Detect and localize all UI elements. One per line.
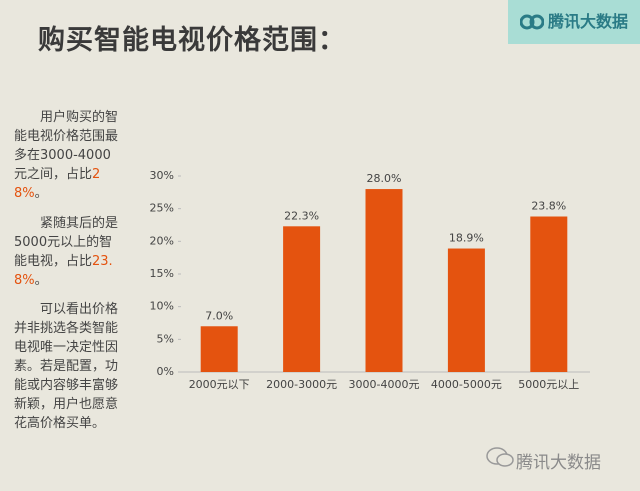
- title: 购买智能电视价格范围：: [38, 25, 346, 56]
- y-tick-label: 10%: [150, 300, 174, 313]
- value-label: 23.8%: [531, 200, 566, 213]
- note: 用户购买的智能电视价格范围最多在3000-4000元之间，占比28%。: [14, 108, 120, 203]
- value-label: 28.0%: [367, 172, 402, 185]
- y-tick-label: 5%: [157, 332, 174, 345]
- bar: [200, 326, 238, 372]
- y-tick-label: 20%: [150, 234, 174, 247]
- logo-text: 腾讯大数据: [548, 12, 629, 31]
- y-tick-label: 0%: [157, 365, 174, 378]
- value-label: 18.9%: [449, 232, 484, 245]
- x-tick-label: 2000元以下: [189, 378, 250, 391]
- bar: [530, 216, 568, 372]
- note-text: 可以看出价格并非挑选各类智能电视唯一决定性因素。若是配置，功能或内容够丰富够新颖…: [14, 302, 119, 431]
- note: 可以看出价格并非挑选各类智能电视唯一决定性因素。若是配置，功能或内容够丰富够新颖…: [14, 300, 120, 433]
- note: 紧随其后的是5000元以上的智能电视，占比23.8%。: [14, 214, 120, 290]
- note-text: 用户购买的智能电视价格范围最多在3000-4000元之间，占比: [14, 110, 119, 182]
- bar: [447, 248, 485, 372]
- logo: 腾讯大数据: [508, 0, 640, 44]
- logo-icon: [520, 14, 544, 30]
- x-tick-label: 4000-5000元: [431, 378, 502, 391]
- y-tick-label: 15%: [150, 267, 174, 280]
- wechat-icon: [486, 447, 514, 467]
- x-tick-label: 2000-3000元: [266, 378, 337, 391]
- bar: [283, 226, 321, 372]
- note-highlight: 23.8%: [14, 254, 113, 288]
- note-highlight: 28%: [14, 167, 101, 201]
- y-tick-label: 30%: [150, 169, 174, 182]
- bar: [365, 189, 403, 372]
- x-tick-label: 5000元以上: [518, 378, 579, 391]
- note-end: 。: [34, 273, 48, 288]
- note-text: 紧随其后的是5000元以上的智能电视，占比: [14, 216, 119, 269]
- watermark: 腾讯大数据: [516, 453, 601, 473]
- y-tick-label: 25%: [150, 202, 174, 215]
- note-end: 。: [34, 186, 48, 201]
- x-tick-label: 3000-4000元: [349, 378, 420, 391]
- value-label: 22.3%: [284, 209, 319, 222]
- value-label: 7.0%: [205, 309, 233, 322]
